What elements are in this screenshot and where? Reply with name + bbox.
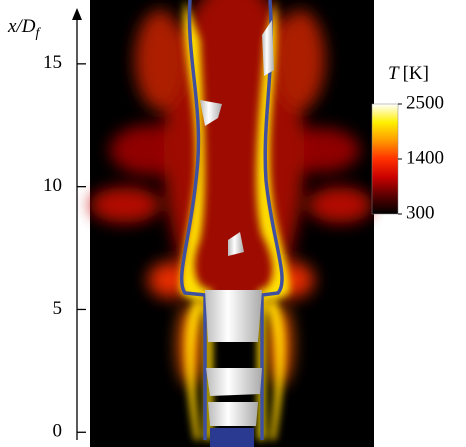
colorbar-tick-label: 2500	[406, 92, 444, 113]
y-tick-label: 15	[43, 52, 62, 73]
field-image	[90, 0, 374, 447]
y-axis-label: x/Df	[7, 16, 41, 41]
axis-arrow	[72, 8, 82, 20]
y-tick-label: 0	[53, 421, 63, 442]
colorbar-tick-label: 300	[406, 202, 435, 223]
y-tick-label: 5	[53, 298, 63, 319]
y-tick-label: 10	[43, 175, 62, 196]
colorbar-tick-label: 1400	[406, 147, 444, 168]
colorbar-label: T [K]	[388, 63, 429, 84]
colorbar	[371, 103, 399, 215]
